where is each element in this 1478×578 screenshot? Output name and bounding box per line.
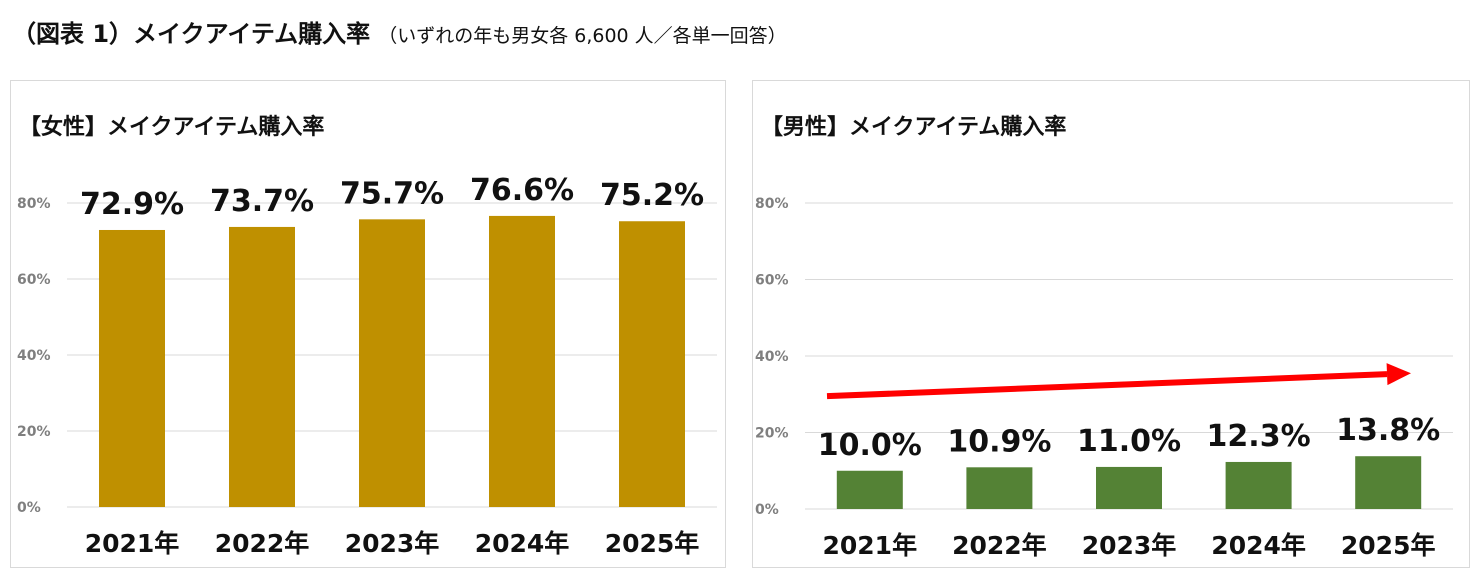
data-label: 72.9%	[80, 187, 184, 222]
data-label: 10.0%	[818, 428, 922, 463]
y-tick-label: 80%	[17, 196, 51, 212]
y-tick-label: 20%	[755, 426, 789, 442]
data-label: 13.8%	[1336, 413, 1440, 448]
male-bar-chart: 0% 20% 40% 60% 80% 10.0% 2021年 10.9% 2022年 11.0% 2…	[755, 196, 1453, 560]
trend-arrow-head	[1386, 363, 1411, 386]
data-label: 76.6%	[470, 173, 574, 208]
category-label: 2025年	[605, 529, 700, 558]
bar	[489, 215, 555, 508]
category-label: 2021年	[823, 531, 918, 560]
y-tick-label: 80%	[755, 196, 789, 212]
category-label: 2021年	[85, 529, 180, 558]
figure-title-main: （図表 1）メイクアイテム購入率	[12, 20, 371, 48]
female-chart-panel: 【女性】メイクアイテム購入率 0% 20% 40% 60% 80% 72.9% 2021年 7…	[10, 80, 726, 568]
bar	[359, 219, 425, 507]
y-tick-label: 40%	[17, 348, 51, 364]
y-tick-label: 40%	[755, 349, 789, 365]
female-bar-chart: 0% 20% 40% 60% 80% 72.9% 2021年 73.7% 2022年 75.7% 2…	[17, 173, 717, 558]
data-label: 10.9%	[947, 424, 1051, 459]
bar	[619, 221, 685, 508]
bar	[1096, 466, 1162, 509]
data-label: 73.7%	[210, 184, 314, 219]
bar	[966, 467, 1033, 509]
trend-arrow-shaft	[826, 371, 1388, 400]
figure-title: （図表 1）メイクアイテム購入率 （いずれの年も男女各 6,600 人／各単一回答…	[12, 14, 787, 49]
bar	[836, 470, 903, 509]
y-tick-label: 0%	[755, 502, 779, 518]
category-label: 2023年	[345, 529, 440, 558]
category-label: 2024年	[1211, 531, 1306, 560]
bar	[1225, 461, 1292, 509]
female-chart-title: 【女性】メイクアイテム購入率	[19, 115, 325, 140]
data-label: 75.7%	[340, 176, 444, 211]
male-chart-title: 【男性】メイクアイテム購入率	[761, 115, 1067, 140]
y-tick-label: 60%	[17, 272, 51, 288]
figure-subtitle: （いずれの年も男女各 6,600 人／各単一回答）	[378, 25, 787, 47]
y-tick-label: 60%	[755, 273, 789, 289]
y-tick-label: 0%	[17, 500, 41, 516]
category-label: 2022年	[215, 529, 310, 558]
bar	[229, 226, 295, 507]
data-label: 11.0%	[1077, 424, 1181, 459]
data-label: 12.3%	[1207, 419, 1311, 454]
category-label: 2024年	[475, 529, 570, 558]
data-label: 75.2%	[600, 178, 704, 213]
category-label: 2025年	[1341, 531, 1436, 560]
male-chart-panel: 【男性】メイクアイテム購入率 0% 20% 40% 60% 80% 10.0% 2021年 1…	[752, 80, 1470, 568]
bar	[1355, 456, 1422, 509]
category-label: 2022年	[952, 531, 1047, 560]
category-label: 2023年	[1082, 531, 1177, 560]
bar	[99, 229, 165, 508]
y-tick-label: 20%	[17, 424, 51, 440]
